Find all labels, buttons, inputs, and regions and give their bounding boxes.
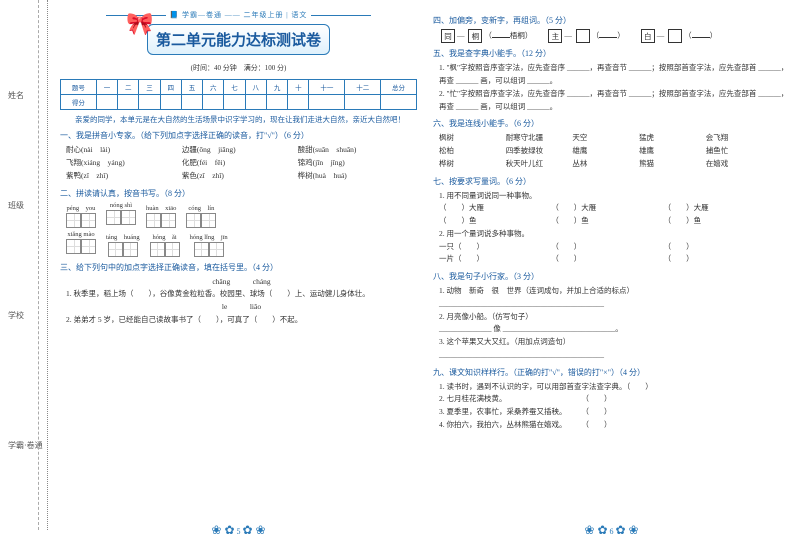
section-2-title: 二、拼读请认真，按音书写。（8 分）: [60, 188, 417, 199]
section-9-body: 1. 读书时，遇到不认识的字，可以用部首查字法查字典。（ ）2. 七月桂花满枝黄…: [433, 381, 790, 432]
tian-row-2: xiǎng màotáng huánghóng ǎihóng lǐng jīn: [60, 231, 417, 257]
section-8-title: 八、我是句子小行家。（3 分）: [433, 271, 790, 282]
series-tag: 📘 学霸—卷通 —— 二年级上册 | 语文: [60, 10, 417, 20]
label-school: 学校: [8, 310, 24, 321]
page-footer-left: ❀ ✿ 5 ✿ ❀: [60, 523, 417, 538]
section-1-body: 耐心(nài lài)边疆(ōng jiāng)酸甜(suān shuān)飞翔…: [60, 144, 417, 182]
intro-text: 亲爱的同学，本单元是在大自然的生活场景中识字学习的，现在让我们走进大自然，亲近大…: [60, 114, 417, 125]
section-4-title: 四、加偏旁，变新字，再组词。（5 分）: [433, 15, 790, 26]
left-page: 📘 学霸—卷通 —— 二年级上册 | 语文 🎀第二单元能力达标测试卷 (时间：4…: [60, 10, 417, 540]
page-footer-right: ❀ ✿ 6 ✿ ❀: [433, 523, 790, 538]
score-table: 题号一二三四五六七八九十十一十二总分 得分: [60, 79, 417, 110]
section-3-body: chǎng cháng 1. 秋季里，稻上场（ ），谷像黄金粒粒香。校园里、球场…: [60, 276, 417, 327]
label-class: 班级: [8, 200, 24, 211]
section-1-title: 一、我是拼音小专家。（给下列加点字选择正确的读音，打"√"）（6 分）: [60, 130, 417, 141]
right-page: 四、加偏旁，变新字，再组词。（5 分） 同— 桐（梧桐）主— （）白— （） 五…: [433, 10, 790, 540]
label-name: 姓名: [8, 90, 24, 101]
section-5-title: 五、我是查字典小能手。（12 分）: [433, 48, 790, 59]
section-3-title: 三、给下列句中的加点字选择正确读音，填在括号里。（4 分）: [60, 262, 417, 273]
section-7-body: 1. 用不同量词说同一种事物。 （ ）大雁（ ）大雁（ ）大雁（ ）鱼（ ）鱼（…: [433, 190, 790, 267]
section-5-body: 1. "枫"字按照音序查字法，应先查音序 ______，再查音节 ______；…: [433, 62, 790, 113]
binding-margin: 姓名 班级 学校 学霸·卷通: [8, 0, 48, 530]
section-7-title: 七、按要求写量词。（6 分）: [433, 176, 790, 187]
section-8-body: 1. 动物 新奇 很 世界（连词成句，并加上合适的标点）____________…: [433, 285, 790, 362]
section-9-title: 九、课文知识样样行。（正确的打"√"，错误的打"×"）（4 分）: [433, 367, 790, 378]
page-title: 🎀第二单元能力达标测试卷: [147, 24, 330, 55]
section-4-body: 同— 桐（梧桐）主— （）白— （）: [433, 29, 790, 43]
timing: (时间：40 分钟 满分：100 分): [60, 63, 417, 73]
bow-icon: 🎀: [126, 11, 153, 37]
section-6-body: 枫树耐寒守北疆天空猛虎会飞翔松柏四季披绿妆雄鹰雄鹰捕鱼忙桦树秋天叶儿红丛林熊猫在…: [433, 132, 790, 170]
tian-row-1: péng younóng shìhuàn xiāocóng lín: [60, 202, 417, 228]
section-6-title: 六、我是连线小能手。（6 分）: [433, 118, 790, 129]
